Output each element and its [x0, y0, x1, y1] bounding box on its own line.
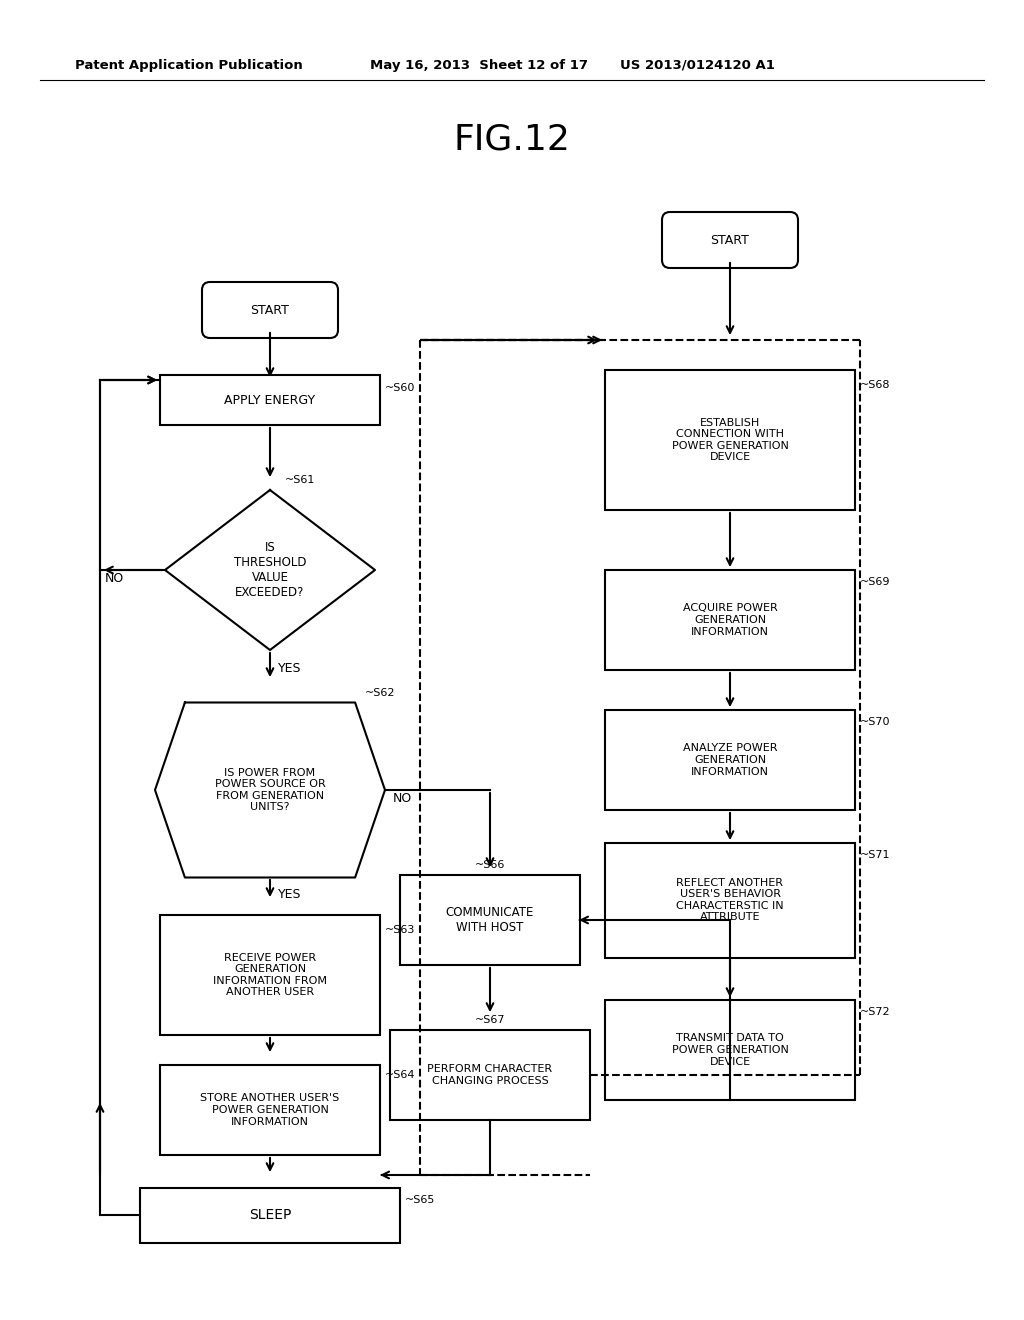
Polygon shape — [155, 702, 385, 878]
Text: TRANSMIT DATA TO
POWER GENERATION
DEVICE: TRANSMIT DATA TO POWER GENERATION DEVICE — [672, 1034, 788, 1067]
Text: ~S64: ~S64 — [385, 1071, 416, 1080]
Polygon shape — [165, 490, 375, 649]
Text: NO: NO — [105, 572, 124, 585]
Text: FIG.12: FIG.12 — [454, 123, 570, 157]
Bar — [605, 710, 855, 810]
Bar — [605, 570, 855, 671]
Bar — [390, 1030, 590, 1119]
Text: PERFORM CHARACTER
CHANGING PROCESS: PERFORM CHARACTER CHANGING PROCESS — [427, 1064, 553, 1086]
Text: SLEEP: SLEEP — [249, 1208, 291, 1222]
Bar — [160, 1065, 380, 1155]
Text: ANALYZE POWER
GENERATION
INFORMATION: ANALYZE POWER GENERATION INFORMATION — [683, 743, 777, 776]
Text: START: START — [711, 234, 750, 247]
Text: ~S68: ~S68 — [860, 380, 891, 389]
Text: REFLECT ANOTHER
USER'S BEHAVIOR
CHARACTERSTIC IN
ATTRIBUTE: REFLECT ANOTHER USER'S BEHAVIOR CHARACTE… — [676, 878, 783, 923]
Bar — [400, 875, 580, 965]
Text: ~S62: ~S62 — [365, 688, 395, 698]
Text: YES: YES — [278, 888, 301, 902]
Bar — [160, 915, 380, 1035]
Text: IS
THRESHOLD
VALUE
EXCEEDED?: IS THRESHOLD VALUE EXCEEDED? — [233, 541, 306, 599]
Text: NO: NO — [393, 792, 413, 804]
Text: ~S60: ~S60 — [385, 383, 416, 393]
Text: IS POWER FROM
POWER SOURCE OR
FROM GENERATION
UNITS?: IS POWER FROM POWER SOURCE OR FROM GENER… — [215, 768, 326, 812]
Text: RECEIVE POWER
GENERATION
INFORMATION FROM
ANOTHER USER: RECEIVE POWER GENERATION INFORMATION FRO… — [213, 953, 327, 998]
Text: START: START — [251, 304, 290, 317]
Bar — [605, 1001, 855, 1100]
Text: Patent Application Publication: Patent Application Publication — [75, 58, 303, 71]
Bar — [605, 842, 855, 957]
Text: ~S63: ~S63 — [385, 925, 416, 935]
Text: ~S71: ~S71 — [860, 850, 891, 861]
Text: ~S70: ~S70 — [860, 717, 891, 727]
Text: STORE ANOTHER USER'S
POWER GENERATION
INFORMATION: STORE ANOTHER USER'S POWER GENERATION IN… — [201, 1093, 340, 1126]
Text: US 2013/0124120 A1: US 2013/0124120 A1 — [620, 58, 775, 71]
Text: APPLY ENERGY: APPLY ENERGY — [224, 393, 315, 407]
Text: May 16, 2013  Sheet 12 of 17: May 16, 2013 Sheet 12 of 17 — [370, 58, 588, 71]
Text: COMMUNICATE
WITH HOST: COMMUNICATE WITH HOST — [445, 906, 535, 935]
Text: ~S66: ~S66 — [475, 861, 506, 870]
FancyBboxPatch shape — [662, 213, 798, 268]
Text: ~S69: ~S69 — [860, 577, 891, 587]
Bar — [605, 370, 855, 510]
Text: ~S67: ~S67 — [475, 1015, 506, 1026]
Text: ~S65: ~S65 — [406, 1195, 435, 1205]
FancyBboxPatch shape — [202, 282, 338, 338]
Text: YES: YES — [278, 661, 301, 675]
Text: ~S72: ~S72 — [860, 1007, 891, 1016]
Text: ACQUIRE POWER
GENERATION
INFORMATION: ACQUIRE POWER GENERATION INFORMATION — [683, 603, 777, 636]
Bar — [140, 1188, 400, 1242]
Bar — [160, 375, 380, 425]
Text: ~S61: ~S61 — [285, 475, 315, 484]
Text: ESTABLISH
CONNECTION WITH
POWER GENERATION
DEVICE: ESTABLISH CONNECTION WITH POWER GENERATI… — [672, 417, 788, 462]
